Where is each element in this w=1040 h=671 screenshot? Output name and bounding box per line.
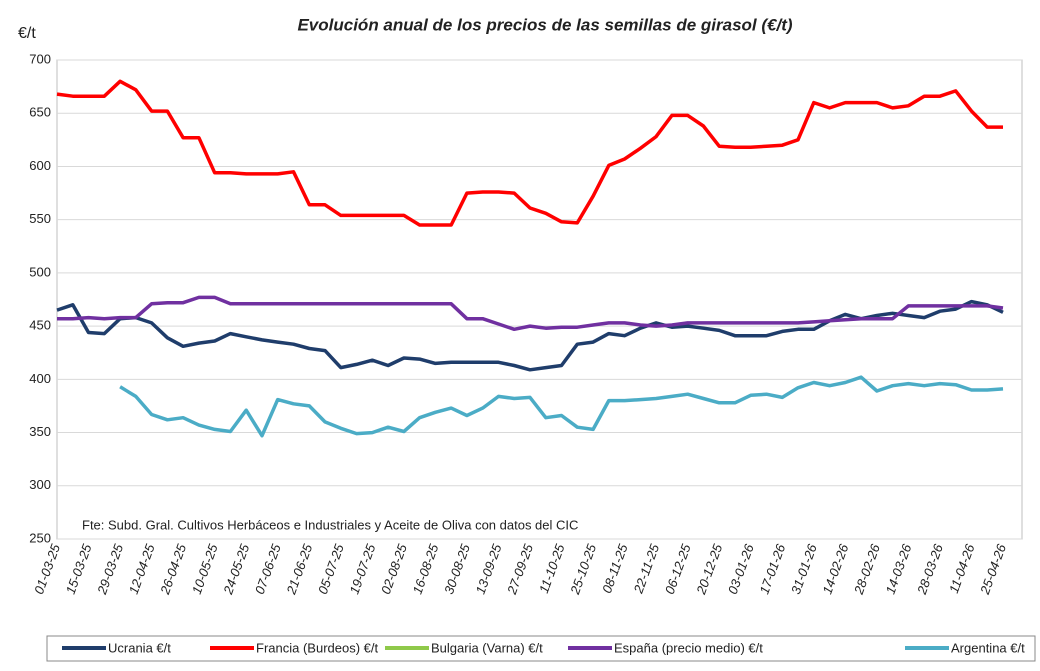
x-tick-label: 10-05-25 <box>189 541 221 596</box>
x-tick-label: 14-02-26 <box>819 541 851 596</box>
plot-area <box>56 59 1023 540</box>
x-tick-label: 05-07-25 <box>315 541 347 596</box>
x-tick-label: 01-03-25 <box>31 541 63 596</box>
x-tick-label: 11-10-25 <box>536 541 568 595</box>
x-tick-label: 27-09-25 <box>504 541 536 597</box>
x-tick-label: 19-07-25 <box>346 541 378 596</box>
x-tick-label: 07-06-25 <box>252 541 284 596</box>
x-tick-label: 26-04-25 <box>157 541 189 597</box>
chart-title: Evolución anual de los precios de las se… <box>297 15 792 34</box>
y-tick-label: 600 <box>29 158 51 173</box>
x-tick-label: 22-11-25 <box>630 541 662 596</box>
y-tick-label: 450 <box>29 318 51 333</box>
x-tick-label: 11-04-26 <box>946 541 978 595</box>
annotation: Fte: Subd. Gral. Cultivos Herbáceos e In… <box>82 517 578 532</box>
y-tick-label: 300 <box>29 477 51 492</box>
x-tick-label: 12-04-25 <box>126 541 158 596</box>
series-line <box>57 295 1004 332</box>
y-axis-label: €/t <box>18 25 36 42</box>
y-tick-label: 400 <box>29 371 51 386</box>
legend-label: Ucrania €/t <box>108 640 171 655</box>
x-tick-label: 06-12-25 <box>662 541 694 596</box>
legend-label: Francia (Burdeos) €/t <box>256 640 378 655</box>
y-tick-label: 700 <box>29 51 51 66</box>
y-tick-label: 650 <box>29 105 51 120</box>
x-tick-label: 25-10-25 <box>567 541 599 597</box>
x-tick-label: 02-08-25 <box>378 541 410 596</box>
x-tick-label: 31-01-26 <box>788 541 820 596</box>
x-tick-label: 28-03-26 <box>914 541 946 597</box>
legend-label: España (precio medio) €/t <box>614 640 763 655</box>
x-tick-label: 16-08-25 <box>410 541 442 596</box>
y-tick-label: 250 <box>29 530 51 545</box>
x-tick-label: 17-01-26 <box>756 541 788 596</box>
x-tick-label: 08-11-25 <box>599 541 631 595</box>
x-tick-label: 25-04-26 <box>977 541 1009 597</box>
series-line <box>56 79 1003 227</box>
y-tick-label: 550 <box>29 211 51 226</box>
series-line <box>56 299 1004 372</box>
x-tick-label: 15-03-25 <box>63 541 95 596</box>
legend <box>46 635 1036 662</box>
x-tick-label: 24-05-25 <box>220 541 252 597</box>
series-line <box>119 375 1004 438</box>
x-tick-label: 21-06-25 <box>283 541 315 597</box>
x-tick-label: 20-12-25 <box>693 541 725 597</box>
x-tick-label: 03-01-26 <box>725 541 757 596</box>
x-tick-label: 14-03-26 <box>883 541 915 596</box>
y-tick-label: 350 <box>29 424 51 439</box>
y-tick-label: 500 <box>29 264 51 279</box>
x-tick-label: 30-08-25 <box>441 541 473 596</box>
x-tick-label: 29-03-25 <box>94 541 126 597</box>
legend-label: Argentina €/t <box>951 640 1025 655</box>
x-tick-label: 28-02-26 <box>851 541 883 597</box>
x-tick-label: 13-09-25 <box>473 541 505 596</box>
legend-label: Bulgaria (Varna) €/t <box>431 640 543 655</box>
